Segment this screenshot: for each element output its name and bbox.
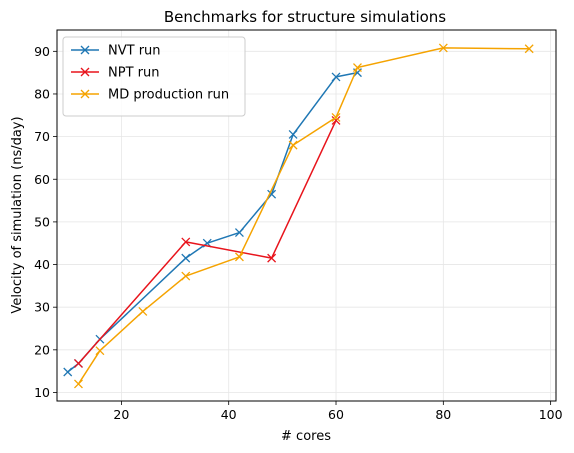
legend-item: NVT run [71,44,161,59]
data-point [138,306,148,316]
data-point [234,252,244,262]
data-point [288,140,298,150]
marker-stroke [74,359,83,368]
marker-stroke [80,45,90,55]
y-tick-label: 30 [34,300,50,315]
legend-item: MD production run [71,88,229,103]
data-point [524,44,534,54]
y-tick-label: 40 [34,257,50,272]
y-tick-label: 50 [34,214,50,229]
marker-stroke [181,253,191,263]
legend-marker [80,45,90,55]
legend-label: NPT run [108,66,159,81]
marker-stroke [288,130,298,139]
marker-stroke [181,271,191,281]
legend-marker [80,67,90,77]
marker-stroke [288,140,298,150]
marker-stroke [331,115,341,125]
y-tick-label: 60 [34,172,50,187]
data-point [331,115,341,125]
marker-stroke [234,228,244,238]
plot-frame [56,29,557,402]
marker-stroke [74,379,83,389]
y-axis-label: Velocity of simulation (ns/day) [10,116,25,313]
marker-stroke [80,89,90,99]
data-point [234,228,244,238]
data-point [267,253,277,263]
y-tick-label: 70 [34,129,50,144]
marker-stroke [63,367,73,377]
series-3 [74,43,534,389]
data-point [353,63,362,72]
data-point [63,367,73,377]
legend-box [62,36,246,117]
legend-label: MD production run [108,88,229,103]
marker-stroke [353,63,362,72]
data-point [181,237,191,247]
data-point [331,72,341,82]
series-2 [74,115,341,368]
y-tick-label: 80 [34,86,50,101]
x-tick-label: 100 [539,407,563,422]
x-tick-label: 80 [435,407,451,422]
data-point [95,346,105,356]
data-point [288,130,298,139]
y-tick-label: 10 [34,385,50,400]
y-tick-label: 20 [34,342,50,357]
data-point [331,112,341,122]
marker-stroke [331,72,341,82]
marker-stroke [331,112,341,122]
x-tick-label: 60 [328,407,344,422]
legend-marker [80,89,90,99]
x-axis-label: # cores [281,429,331,444]
marker-stroke [438,43,448,53]
tick-layer: 20 40 60 80 100 10 20 30 40 50 60 70 80 90 [34,44,563,422]
marker-stroke [234,252,244,262]
y-tick-label: 90 [34,44,50,59]
x-tick-label: 20 [113,407,129,422]
marker-stroke [138,306,148,316]
data-point [438,43,448,53]
series-line [77,120,337,364]
data-point [74,379,83,389]
marker-stroke [181,237,191,247]
series-layer [63,43,534,389]
legend: NVT run NPT run MD production run [62,36,246,117]
chart-title: Benchmarks for structure simulations [164,8,446,26]
data-point [181,253,191,263]
data-point [181,271,191,281]
x-tick-label: 40 [221,407,237,422]
marker-stroke [524,44,534,54]
marker-stroke [80,67,90,77]
grid-layer [57,30,556,401]
data-point [74,359,83,368]
marker-stroke [267,253,277,263]
legend-label: NVT run [108,44,161,59]
legend-item: NPT run [71,66,159,81]
marker-stroke [95,346,105,356]
series-line [77,47,530,385]
